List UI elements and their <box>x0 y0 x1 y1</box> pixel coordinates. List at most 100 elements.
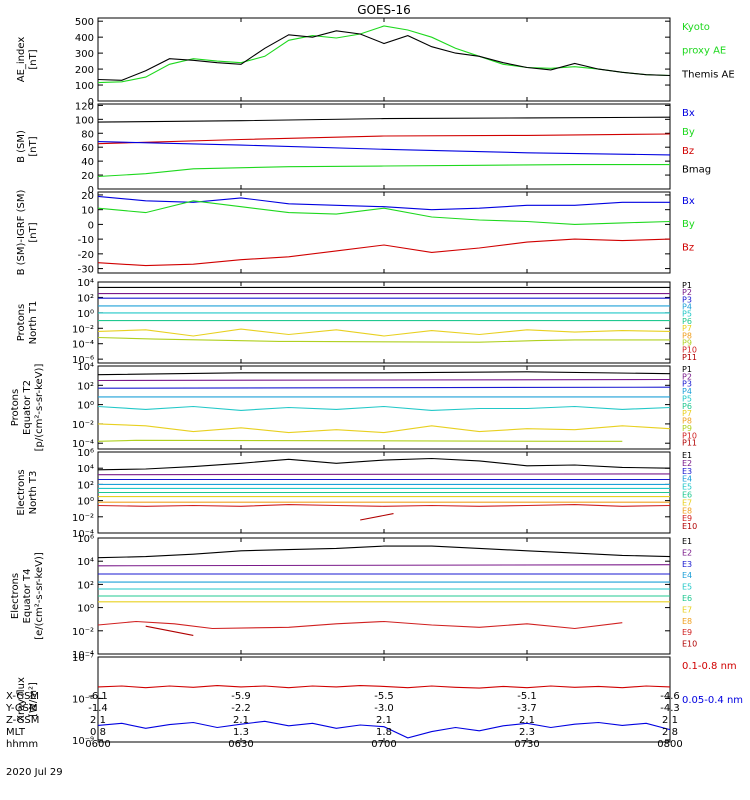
y-tick-label: -30 <box>78 265 94 276</box>
series-by <box>97 200 671 225</box>
x-axis-value: 0730 <box>514 739 539 750</box>
y-tick-label: 10⁻² <box>72 324 94 335</box>
series-bx <box>97 195 670 211</box>
legend-label: E4 <box>682 571 692 580</box>
legend-label: P10 <box>682 431 697 440</box>
y-tick-label: 10⁴ <box>77 464 94 475</box>
y-axis-label: B (SM)-IGRF (SM)[nT] <box>16 190 39 276</box>
legend-label: Bx <box>682 108 695 119</box>
legend-label: P5 <box>682 394 692 403</box>
y-tick-label: 40 <box>81 157 94 168</box>
y-axis-label-line: [nT] <box>28 222 39 242</box>
legend-label: Bz <box>682 242 694 253</box>
panel-frame <box>97 191 671 274</box>
series-kyoto-proxy-ae <box>97 25 671 84</box>
y-tick-label: 120 <box>75 101 94 112</box>
x-axis-value: 2.1 <box>662 715 678 726</box>
x-axis-value: -3.0 <box>374 703 394 714</box>
y-tick-label: 10⁻² <box>72 513 94 524</box>
legend-label: 0.1-0.8 nm <box>682 661 737 672</box>
y-axis-label-line: [p/(cm²-s-sr-keV)] <box>34 364 45 452</box>
x-axis-value: -1.4 <box>88 703 108 714</box>
series-e2 <box>97 473 671 476</box>
series-p2 <box>97 378 671 382</box>
x-axis-value: -4.3 <box>660 703 680 714</box>
legend-label: P7 <box>682 324 692 333</box>
y-tick-label: 10 <box>81 206 94 217</box>
y-tick-label: 0 <box>88 97 94 108</box>
series-themis-ae <box>97 30 671 81</box>
legend-label: E3 <box>682 467 692 476</box>
y-tick-label: 10⁻⁴ <box>72 650 94 661</box>
x-axis-row-label: hhmm <box>6 739 38 750</box>
legend-label: P1 <box>682 365 692 374</box>
x-axis-value: 0600 <box>85 739 110 750</box>
series-bx <box>97 141 671 156</box>
legend-label: E10 <box>682 522 697 531</box>
legend-label: E9 <box>682 628 692 637</box>
panel-protons_t1: 10⁴ 10² 10⁰ 10⁻² 10⁻⁴ 10⁻⁶ ProtonsNorth T1 P1P2… <box>16 278 697 366</box>
legend-label: P8 <box>682 331 692 340</box>
y-tick-label: 20 <box>81 171 94 182</box>
legend-label: E5 <box>682 583 692 592</box>
y-tick-label: 0 <box>88 220 94 231</box>
legend-label: P4 <box>682 387 692 396</box>
y-tick-label: 10² <box>77 480 94 491</box>
y-axis-label-line: [nT] <box>28 49 39 69</box>
series-bz <box>97 133 671 145</box>
x-axis-value: -3.7 <box>517 703 537 714</box>
y-tick-label: 10⁴ <box>77 362 94 373</box>
y-tick-label: 10⁴ <box>77 278 94 289</box>
series-e10 <box>360 513 394 521</box>
legend-label: E7 <box>682 498 692 507</box>
legend-label: E4 <box>682 475 692 484</box>
y-tick-label: 10⁶ <box>77 534 94 545</box>
legend-label: Themis AE <box>681 69 735 80</box>
y-tick-label: 10⁻⁷ <box>72 653 94 664</box>
legend-label: E9 <box>682 514 692 523</box>
y-tick-label: 10⁻⁹ <box>72 736 94 747</box>
series-p5 <box>97 405 671 411</box>
legend-label: P6 <box>682 317 692 326</box>
legend-label: E10 <box>682 640 697 649</box>
panel-electrons_t4: 10⁶ 10⁴ 10² 10⁰ 10⁻² 10⁻⁴ ElectronsEquator T4[… <box>10 534 697 661</box>
legend-label: P9 <box>682 424 692 433</box>
y-axis-label: B (SM)[nT] <box>16 130 39 163</box>
date-label: 2020 Jul 29 <box>6 767 63 778</box>
legend-label: E1 <box>682 451 692 460</box>
legend-label: E3 <box>682 560 692 569</box>
x-axis-value: -2.2 <box>231 703 251 714</box>
legend-label: P6 <box>682 402 692 411</box>
y-tick-label: 300 <box>75 49 94 60</box>
y-tick-label: 10⁰ <box>77 497 94 508</box>
series-p3 <box>97 386 671 389</box>
legend-label: E5 <box>682 483 692 492</box>
y-tick-label: 10⁰ <box>77 604 94 615</box>
y-axis-label-line: Equator T4 <box>22 569 33 624</box>
legend-label: Bmag <box>682 165 711 176</box>
x-axis-row-label: MLT <box>6 727 26 738</box>
x-axis-value: -4.6 <box>660 691 680 702</box>
x-axis-value: 0700 <box>371 739 396 750</box>
series-bmag <box>97 116 671 123</box>
series-0-05-0-4-nm <box>97 720 671 739</box>
y-axis-label-line: [nT] <box>28 136 39 156</box>
y-axis-label-line: Electrons <box>10 573 21 619</box>
y-axis-label-line: B (SM) <box>16 130 27 163</box>
legend-label: P1 <box>682 281 692 290</box>
panel-xray: 10⁻⁷ 10⁻⁸ 10⁻⁹ Xray flux[W/m²] 0.1-0.8 nm 0.0… <box>16 653 743 747</box>
series-e1 <box>97 545 671 559</box>
legend-label: E7 <box>682 605 692 614</box>
legend-label: E6 <box>682 594 692 603</box>
legend-label: E1 <box>682 537 692 546</box>
y-tick-label: 10² <box>77 381 94 392</box>
legend-label: Bz <box>682 146 694 157</box>
y-tick-label: 10⁻² <box>72 627 94 638</box>
panel-protons_t2: 10⁴ 10² 10⁰ 10⁻² 10⁻⁴ ProtonsEquator T2[p/(cm… <box>10 362 697 451</box>
y-tick-label: 200 <box>75 65 94 76</box>
y-axis-label-line: Equator T2 <box>22 380 33 435</box>
legend-label: E2 <box>682 459 692 468</box>
